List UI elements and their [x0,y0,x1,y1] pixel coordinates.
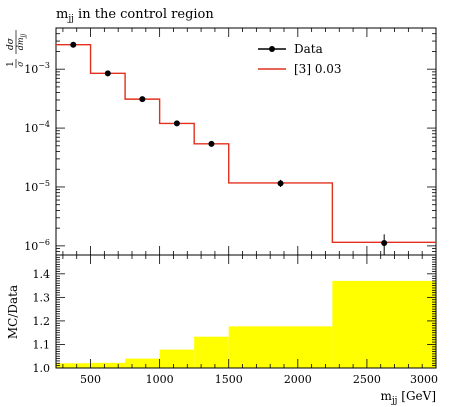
legend: Data [3] 0.03 [258,42,342,76]
data-series [70,41,388,255]
data-point [104,70,111,77]
ratio-y-tick-label: 1.2 [33,315,51,328]
ratio-bar [332,280,436,368]
x-tick-label: 500 [80,373,101,386]
histogram-series [56,44,436,244]
data-point [277,180,284,187]
chart-title: mjj in the control region [56,7,214,24]
ratio-bar [56,363,91,368]
ratio-band [56,280,436,368]
ratio-bar [90,362,126,368]
main-panel: 10−3 10−4 10−5 10−6 1 σ dσ dmjj Data [3] 0.… [6,27,437,256]
x-axis-label: mjj [GeV] [380,389,436,406]
ratio-y-tick-label: 1.1 [33,338,51,351]
main-plot-frame [55,27,437,256]
data-point [173,120,180,127]
legend-label-data: Data [294,42,323,56]
svg-text:dmjj: dmjj [16,34,27,51]
ratio-y-tick-label: 1.4 [33,268,51,281]
data-point [381,239,388,246]
x-tick-label: 1000 [146,373,174,386]
x-tick-label: 1500 [215,373,243,386]
data-point [139,96,146,103]
main-y-axis-label: 1 σ dσ dmjj [6,30,27,68]
x-tick-labels: 500 1000 1500 2000 2500 3000 [80,373,438,386]
ratio-bar [194,336,229,368]
ratio-panel: 1.01.11.21.31.4 500 1000 1500 2000 2500 3000 … [6,254,438,406]
y-tick-labels: 10−3 10−4 10−5 10−6 [24,61,50,253]
ratio-bar [159,349,195,368]
main-axis-ticks [56,27,437,256]
y-tick-label: 10−5 [24,179,50,194]
svg-text:σ: σ [16,61,25,67]
ratio-y-tick-label: 1.0 [33,362,51,375]
legend-label-mc: [3] 0.03 [294,62,342,76]
y-tick-label: 10−4 [24,120,50,135]
y-tick-label: 10−3 [24,61,50,76]
y-tick-label: 10−6 [24,238,50,253]
legend-item-data: Data [258,42,323,56]
legend-item-mc: [3] 0.03 [258,62,342,76]
ratio-y-tick-labels: 1.0 1.1 1.2 1.3 1.4 [33,268,51,375]
x-tick-label: 3000 [410,373,438,386]
x-tick-label: 2500 [353,373,381,386]
histogram-line [56,44,436,244]
x-tick-label: 2000 [284,373,312,386]
ratio-axis-ticks [56,255,437,369]
ratio-y-tick-label: 1.3 [33,291,51,304]
ratio-bar [125,358,160,368]
svg-text:1: 1 [6,61,16,67]
data-point [208,140,215,147]
legend-marker-data [269,46,275,52]
svg-text:dσ: dσ [6,37,16,50]
ratio-y-axis-label: MC/Data [6,285,20,339]
ratio-bar [228,326,333,368]
data-point [70,41,77,48]
